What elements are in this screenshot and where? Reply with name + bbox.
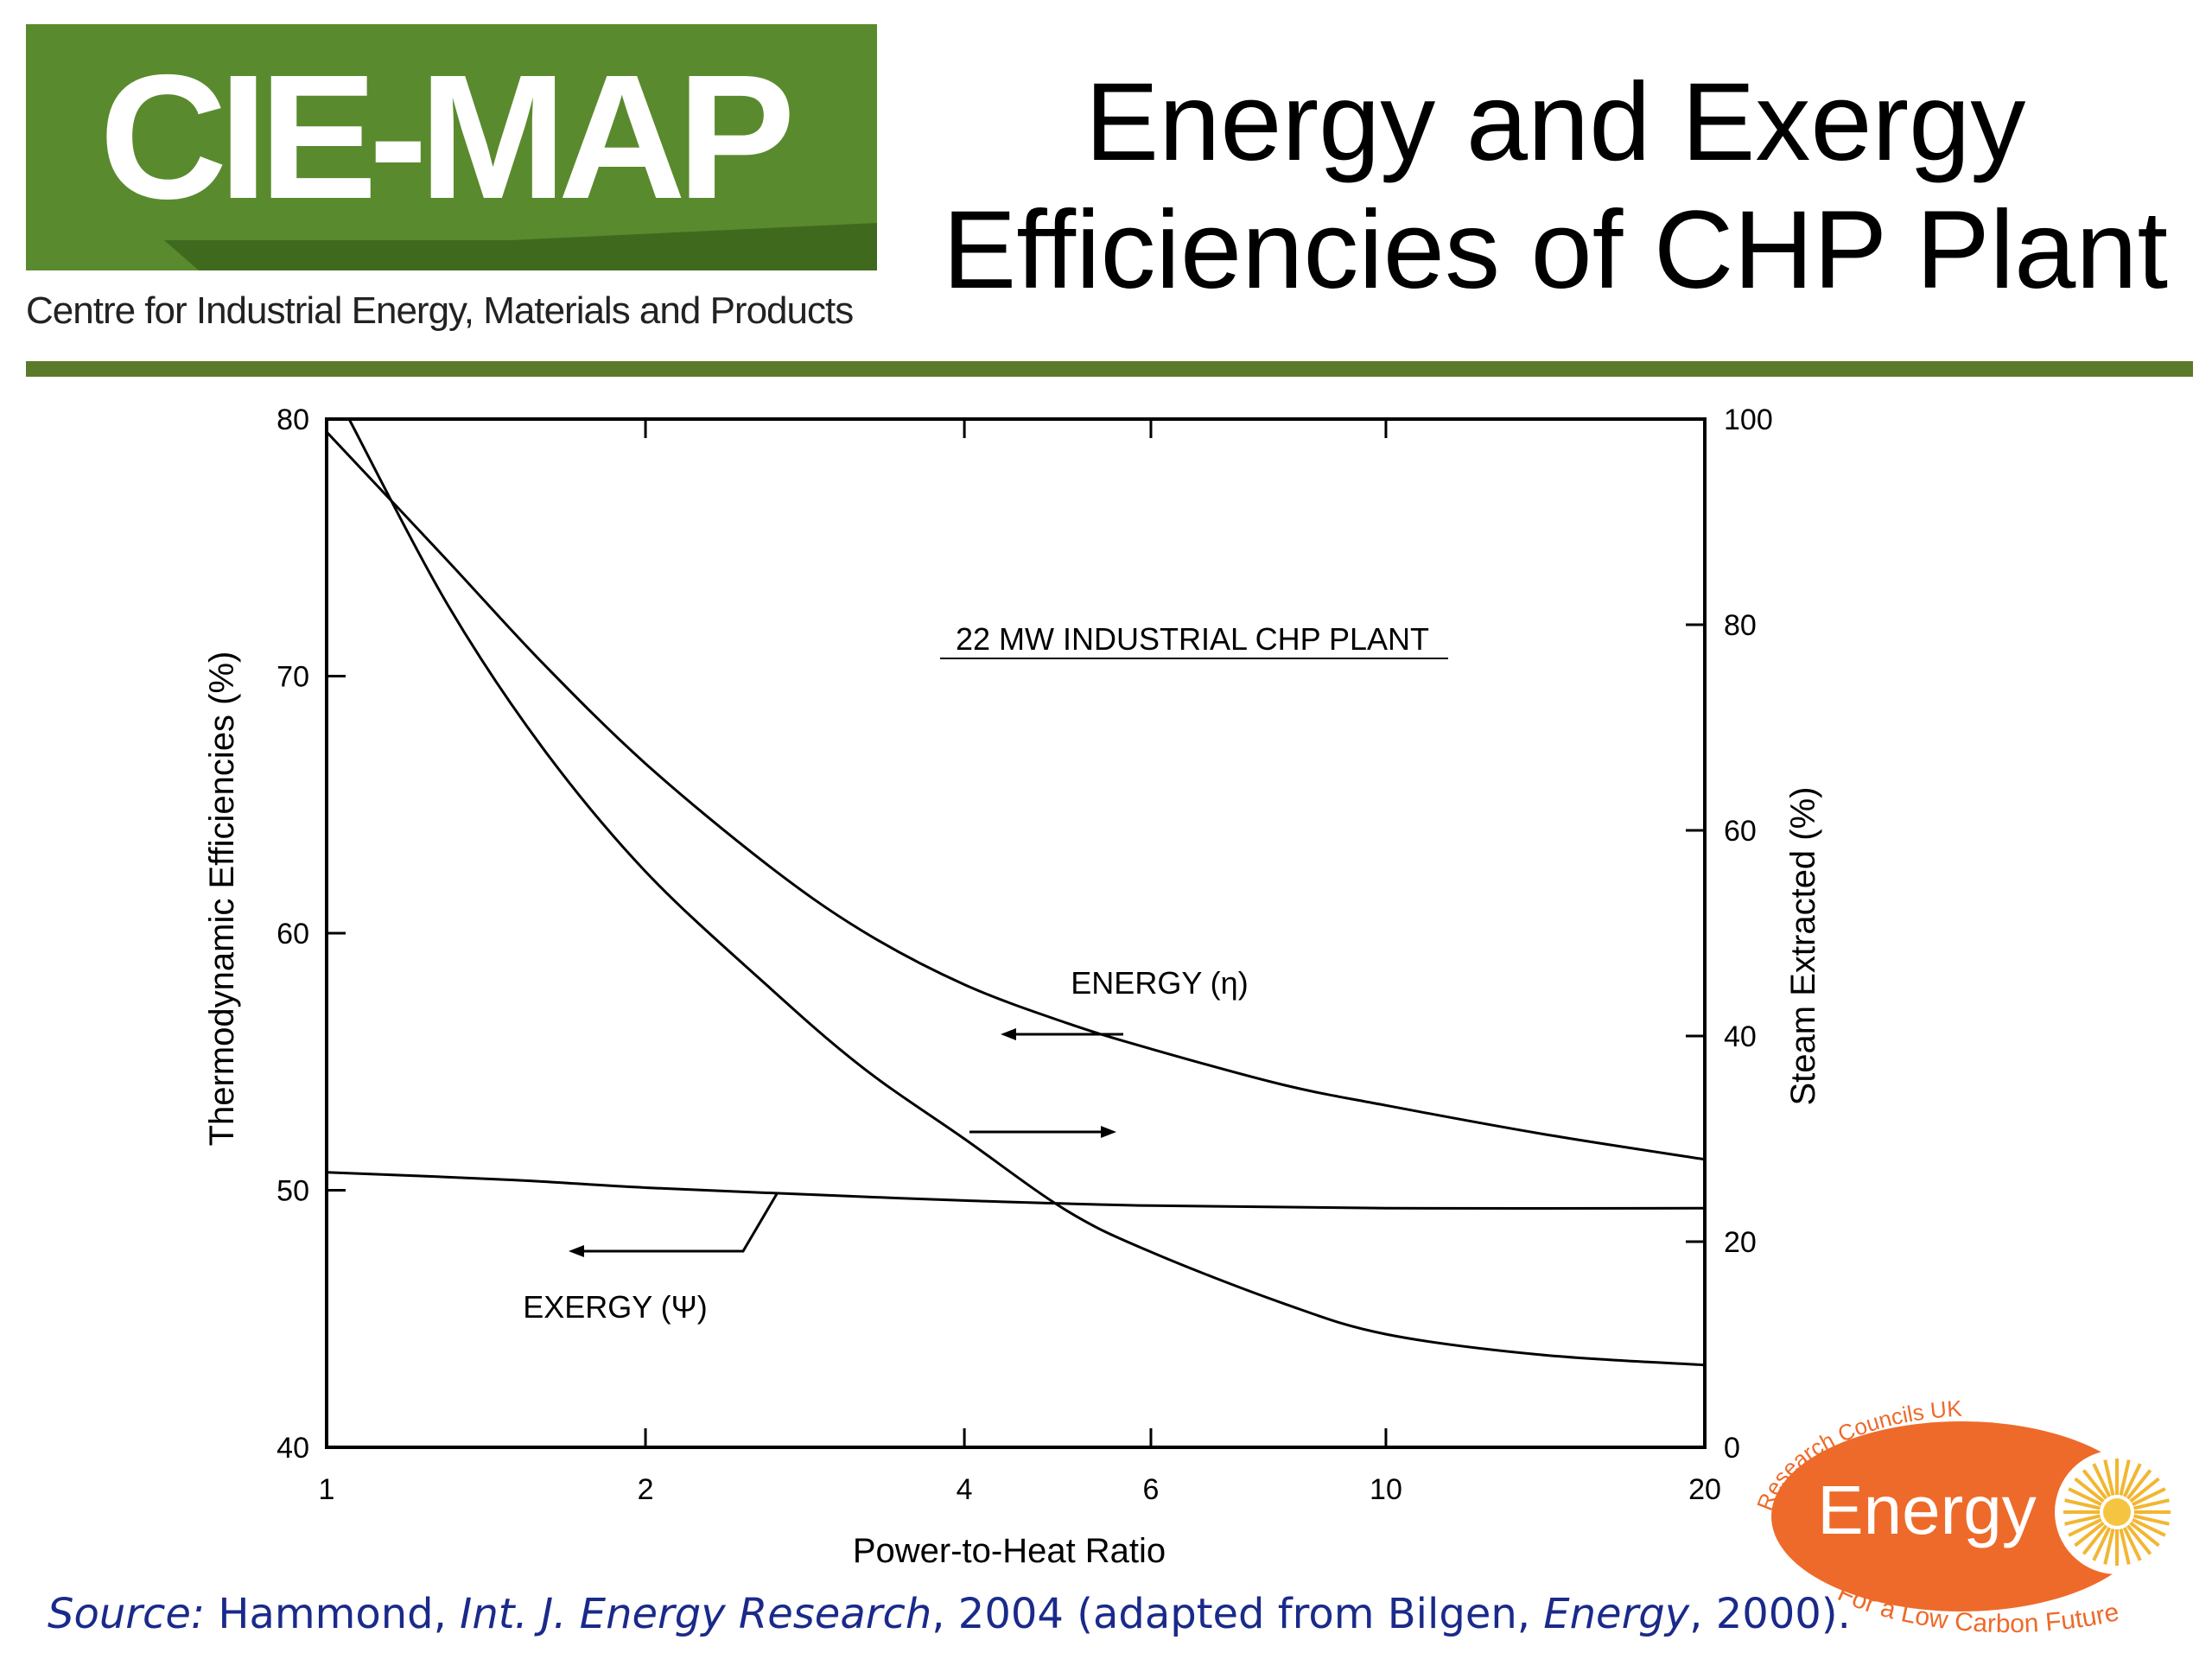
sun-ray xyxy=(2092,1527,2112,1561)
source-journal: Int. J. Energy Research xyxy=(460,1590,932,1638)
sun-ray xyxy=(2119,1529,2131,1565)
sun-ray xyxy=(2092,1463,2112,1497)
sun-ray xyxy=(2122,1463,2142,1497)
sun-ray xyxy=(2129,1477,2160,1503)
sun-ray xyxy=(2119,1459,2131,1496)
source-end: , 2000). xyxy=(1689,1590,1851,1638)
y2-tick-label: 100 xyxy=(1724,404,1773,436)
sun-ray xyxy=(2103,1529,2115,1565)
logo-shadow xyxy=(164,223,877,270)
y-tick-label: 50 xyxy=(276,1175,309,1208)
sun-ray xyxy=(2129,1521,2160,1548)
sun-icon xyxy=(2063,1459,2171,1566)
sun-ray xyxy=(2082,1524,2108,1555)
logo-text: CIE-MAP xyxy=(99,38,796,236)
steam-leader-arrow xyxy=(969,1126,1116,1138)
x-tick-label: 4 xyxy=(957,1473,973,1506)
sun-ray xyxy=(2133,1514,2170,1526)
sun-ray xyxy=(2074,1521,2105,1548)
energy-series-line xyxy=(325,430,1706,1161)
source-citation: Source: Hammond, Int. J. Energy Research… xyxy=(48,1590,1851,1638)
sun-ray xyxy=(2074,1477,2105,1503)
sun-ray xyxy=(2068,1487,2102,1507)
y-tick-label: 40 xyxy=(276,1432,309,1465)
rcuk-energy-logo: Research Councils UK Energy For a Low Ca… xyxy=(1754,1395,2179,1638)
x-axis-label: Power-to-Heat Ratio xyxy=(853,1532,1166,1570)
x-tick-label: 1 xyxy=(319,1473,335,1506)
x-tick-label: 10 xyxy=(1370,1473,1402,1506)
y-tick-label: 60 xyxy=(276,918,309,950)
y2-tick-label: 20 xyxy=(1724,1226,1757,1259)
page-title: Energy and Exergy Efficiencies of CHP Pl… xyxy=(916,59,2195,315)
sun-ray xyxy=(2068,1517,2102,1537)
sun-ray xyxy=(2082,1469,2108,1500)
rcuk-ellipse xyxy=(1771,1421,2152,1611)
sun-ray xyxy=(2064,1514,2101,1526)
chart-title: 22 MW INDUSTRIAL CHP PLANT xyxy=(956,621,1429,657)
sun-core xyxy=(2103,1498,2131,1526)
y-tick-label: 70 xyxy=(276,661,309,694)
sun-ray xyxy=(2132,1517,2166,1537)
logo-subtitle: Centre for Industrial Energy, Materials … xyxy=(26,289,854,332)
sun-ray xyxy=(2064,1498,2101,1510)
sun-ray xyxy=(2132,1487,2166,1507)
sun-ray xyxy=(2126,1524,2152,1555)
sun-ray xyxy=(2133,1498,2170,1510)
exergy-leader-arrow xyxy=(569,1192,779,1257)
sun-ray xyxy=(2122,1527,2142,1561)
energy-leader-arrow xyxy=(1001,1028,1123,1040)
x-tick-label: 6 xyxy=(1143,1473,1160,1506)
header-divider xyxy=(26,361,2193,377)
source-author: Hammond, xyxy=(205,1590,461,1638)
y-axis-label: Thermodynamic Efficiencies (%) xyxy=(203,652,241,1147)
y2-tick-label: 80 xyxy=(1724,609,1757,642)
cie-map-logo: CIE-MAP xyxy=(26,24,877,270)
y2-tick-label: 40 xyxy=(1724,1020,1757,1053)
sun-ray xyxy=(2126,1469,2152,1500)
title-line-1: Energy and Exergy xyxy=(1084,60,2026,184)
x-tick-label: 20 xyxy=(1688,1473,1721,1506)
y-tick-label: 80 xyxy=(276,404,309,436)
source-journal-2: Energy xyxy=(1543,1590,1690,1638)
y2-axis-label: Steam Extracted (%) xyxy=(1784,786,1822,1105)
exergy-series-line xyxy=(326,1171,1706,1211)
rcuk-energy-text: Energy xyxy=(1817,1471,2036,1548)
source-mid: , 2004 (adapted from Bilgen, xyxy=(931,1590,1544,1638)
x-tick-label: 2 xyxy=(638,1473,654,1506)
y2-tick-label: 60 xyxy=(1724,815,1757,848)
steam-extracted-series-line xyxy=(347,418,1706,1367)
title-line-2: Efficiencies of CHP Plant xyxy=(942,188,2169,312)
sun-ray xyxy=(2103,1459,2115,1496)
source-label: Source: xyxy=(48,1590,206,1638)
energy-annotation: ENERGY (η) xyxy=(1071,965,1248,1001)
exergy-annotation: EXERGY (Ψ) xyxy=(523,1289,707,1325)
y2-tick-label: 0 xyxy=(1724,1432,1740,1465)
